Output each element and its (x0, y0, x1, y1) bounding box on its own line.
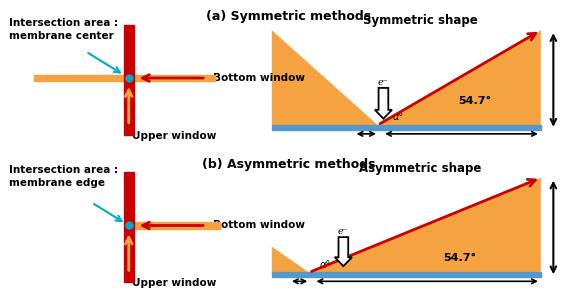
Polygon shape (335, 237, 352, 266)
Text: (a) Symmetric methods: (a) Symmetric methods (206, 10, 372, 23)
Bar (124, 172, 134, 282)
Text: e⁻: e⁻ (378, 78, 389, 87)
Text: Upper window: Upper window (132, 278, 216, 288)
Bar (34, 75, 214, 81)
Text: 54.7°: 54.7° (458, 95, 491, 105)
Text: Symmetric shape: Symmetric shape (363, 14, 478, 27)
Text: Intersection area :: Intersection area : (9, 165, 118, 175)
Polygon shape (272, 247, 309, 272)
Text: Upper window: Upper window (132, 131, 216, 141)
Text: membrane center: membrane center (9, 31, 113, 41)
Text: α°: α° (319, 260, 331, 270)
Text: Intersection area :: Intersection area : (9, 18, 118, 28)
Text: (b) Asymmetric methods: (b) Asymmetric methods (202, 157, 376, 171)
Text: membrane edge: membrane edge (9, 178, 105, 188)
Text: e⁻: e⁻ (338, 227, 349, 237)
Text: Bottom window: Bottom window (213, 73, 305, 83)
Polygon shape (272, 30, 377, 125)
Text: α°: α° (393, 112, 405, 122)
Polygon shape (377, 30, 541, 125)
Polygon shape (309, 178, 541, 272)
Text: 54.7°: 54.7° (443, 253, 477, 263)
Bar (272, 125, 541, 130)
Bar (272, 272, 541, 277)
Text: Bottom window: Bottom window (213, 220, 305, 230)
Polygon shape (375, 88, 392, 119)
Bar (124, 25, 134, 135)
Text: Asymmetric shape: Asymmetric shape (360, 162, 482, 175)
Bar (134, 222, 220, 229)
